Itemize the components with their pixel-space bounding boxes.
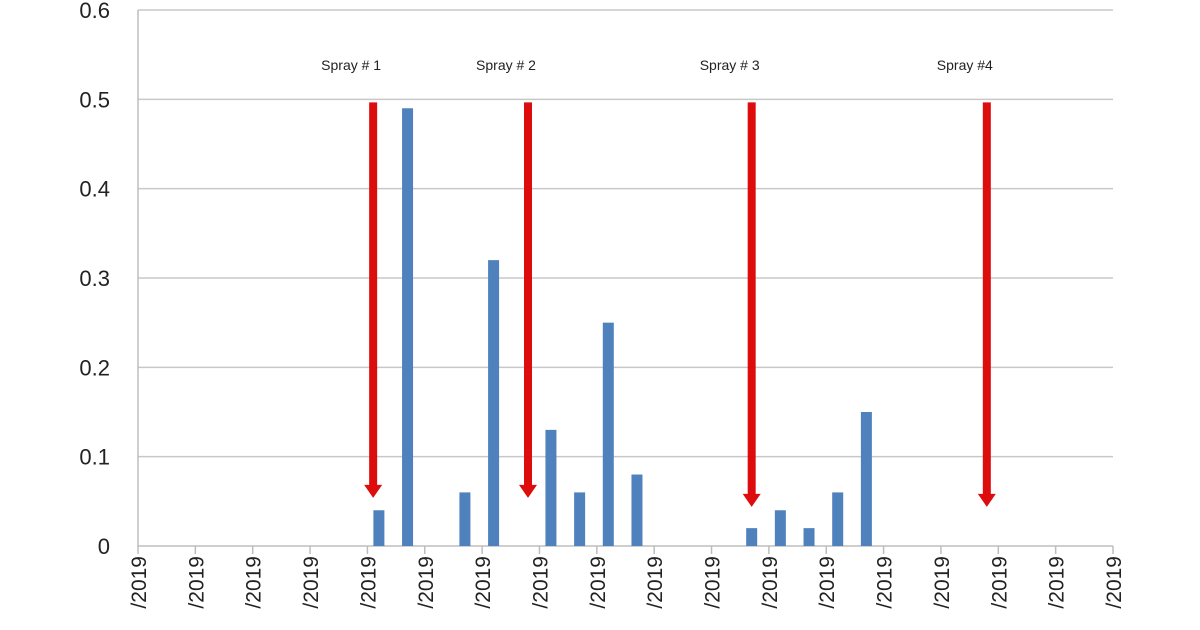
bar — [402, 108, 414, 547]
gridlines — [138, 9, 1113, 458]
bar — [459, 492, 471, 546]
spray-label: Spray # 2 — [476, 57, 536, 73]
bar — [574, 492, 586, 546]
bar — [832, 492, 844, 546]
x-tick-label: /2019 — [931, 556, 954, 609]
x-tick-label: /2019 — [185, 556, 208, 609]
bar — [488, 260, 500, 546]
y-tick-label: 0.3 — [79, 266, 110, 291]
x-tick-label: /2019 — [988, 556, 1011, 609]
bar — [631, 474, 643, 546]
spray-arrow-head — [977, 493, 996, 507]
x-tick-label: /2019 — [759, 556, 782, 609]
bar — [602, 322, 614, 546]
bar — [545, 429, 557, 546]
x-tick-label: /2019 — [1046, 556, 1069, 609]
spray-annotations: Spray # 1 Spray # 2 Spray # 3 Spray #4 — [321, 57, 996, 507]
x-tick-label: /2019 — [587, 556, 610, 609]
x-tick-label: /2019 — [128, 556, 151, 609]
x-tick-label: /2019 — [644, 556, 667, 609]
y-tick-label: 0.2 — [79, 355, 110, 380]
x-tick-label: /2019 — [529, 556, 552, 609]
x-tick-label: /2019 — [702, 556, 725, 609]
x-tick-label: /2019 — [243, 556, 266, 609]
y-tick-label: 0.4 — [79, 177, 110, 202]
spray-arrow-head — [519, 484, 537, 498]
y-axis: 0 0.1 0.2 0.3 0.4 0.5 0.6 — [79, 0, 139, 559]
bar — [774, 510, 786, 546]
bar — [803, 528, 815, 546]
spray-label: Spray #4 — [937, 57, 993, 73]
x-tick-label: /2019 — [300, 556, 323, 609]
bar — [860, 412, 872, 546]
x-axis: /2019/2019/2019/2019/2019/2019/2019/2019… — [128, 545, 1126, 609]
y-tick-label: 0.5 — [79, 87, 110, 112]
x-tick-label: /2019 — [874, 556, 897, 609]
y-tick-label: 0 — [98, 534, 110, 559]
bar — [746, 528, 758, 546]
bar — [373, 510, 385, 546]
x-tick-label: /2019 — [357, 556, 380, 609]
spray-label: Spray # 1 — [321, 57, 381, 73]
y-tick-label: 0.6 — [79, 0, 110, 23]
x-tick-label: /2019 — [1103, 556, 1126, 609]
x-tick-label: /2019 — [816, 556, 839, 609]
spray-label: Spray # 3 — [700, 57, 760, 73]
y-tick-label: 0.1 — [79, 445, 110, 470]
bar-series — [373, 108, 872, 547]
spray-arrow-head — [742, 493, 761, 507]
x-tick-label: /2019 — [472, 556, 495, 609]
x-tick-label: /2019 — [415, 556, 438, 609]
spray-arrow-head — [364, 484, 383, 498]
